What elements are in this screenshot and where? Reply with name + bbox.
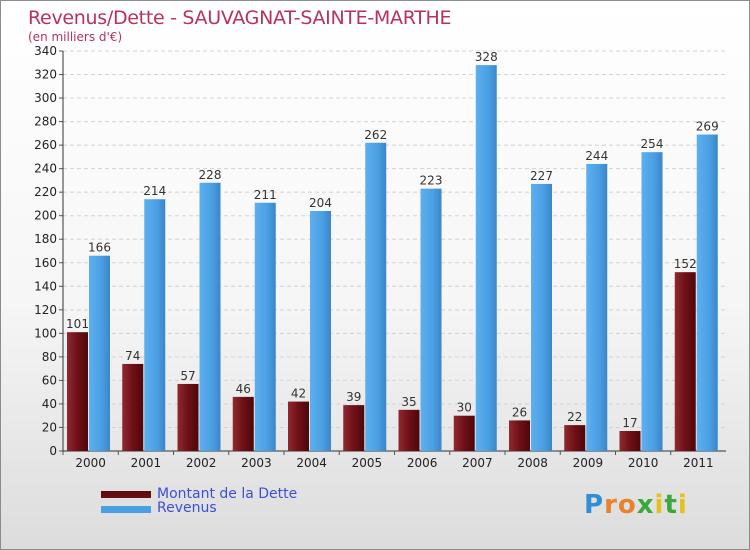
- data-label-debt: 39: [346, 390, 361, 404]
- x-tick-label: 2000: [75, 456, 106, 470]
- y-tick-label: 160: [34, 256, 57, 270]
- bar-revenue: [365, 142, 387, 451]
- bar-revenue: [641, 152, 663, 452]
- y-tick-label: 320: [34, 68, 57, 82]
- y-tick-label: 200: [34, 209, 57, 223]
- data-label-debt: 74: [125, 349, 140, 363]
- y-tick-label: 220: [34, 185, 57, 199]
- data-label-revenue: 262: [364, 128, 387, 142]
- data-label-revenue: 227: [530, 169, 553, 183]
- data-label-debt: 30: [457, 401, 472, 415]
- bar-revenue: [475, 65, 497, 451]
- y-tick-label: 140: [34, 279, 57, 293]
- data-label-debt: 17: [622, 416, 637, 430]
- bar-revenue: [586, 163, 608, 452]
- y-tick-label: 0: [49, 444, 57, 458]
- y-tick-label: 100: [34, 326, 57, 340]
- data-label-revenue: 166: [88, 241, 111, 255]
- y-tick-label: 120: [34, 303, 57, 317]
- data-label-debt: 22: [567, 410, 582, 424]
- bar-revenue: [420, 188, 442, 451]
- bar-revenue: [89, 255, 110, 451]
- x-tick-label: 2008: [517, 456, 548, 470]
- legend-swatch-revenue: [101, 506, 151, 513]
- x-tick-label: 2011: [683, 456, 714, 470]
- y-tick-label: 60: [42, 373, 57, 387]
- x-tick-label: 2001: [131, 456, 162, 470]
- data-label-revenue: 211: [254, 188, 277, 202]
- bar-debt: [177, 383, 199, 451]
- x-tick-label: 2005: [352, 456, 383, 470]
- y-tick-label: 340: [34, 44, 57, 58]
- data-label-debt: 42: [291, 387, 306, 401]
- bar-debt: [232, 396, 254, 451]
- bar-revenue: [254, 202, 276, 451]
- y-tick-label: 260: [34, 138, 57, 152]
- data-label-revenue: 328: [475, 50, 498, 64]
- bar-debt: [453, 415, 475, 451]
- data-label-revenue: 269: [696, 120, 719, 134]
- logo-letter: i: [654, 490, 665, 520]
- y-tick-label: 240: [34, 162, 57, 176]
- data-label-debt: 57: [180, 369, 195, 383]
- y-tick-label: 300: [34, 91, 57, 105]
- bar-revenue: [696, 134, 718, 451]
- y-tick-label: 280: [34, 115, 57, 129]
- proxiti-logo[interactable]: Proxiti: [584, 490, 688, 520]
- bar-debt: [343, 405, 365, 451]
- chart-title: Revenus/Dette - SAUVAGNAT-SAINTE-MARTHE: [28, 7, 452, 29]
- data-label-revenue: 244: [585, 149, 608, 163]
- x-tick-label: 2002: [186, 456, 217, 470]
- bar-debt: [674, 272, 696, 451]
- bar-debt: [509, 420, 530, 451]
- data-label-debt: 46: [236, 382, 251, 396]
- x-tick-label: 2006: [407, 456, 438, 470]
- chart-subtitle: (en milliers d'€): [28, 30, 123, 44]
- data-label-debt: 26: [512, 405, 527, 419]
- y-tick-label: 40: [42, 397, 57, 411]
- bar-debt: [564, 425, 586, 451]
- x-tick-label: 2009: [573, 456, 604, 470]
- logo-letter: i: [677, 490, 688, 520]
- data-label-revenue: 223: [420, 174, 443, 188]
- y-tick-label: 80: [42, 350, 57, 364]
- bar-debt: [67, 332, 88, 451]
- data-label-debt: 152: [674, 257, 697, 271]
- bar-revenue: [144, 199, 166, 451]
- data-label-revenue: 228: [199, 168, 222, 182]
- legend-label-revenue: Revenus: [157, 500, 217, 516]
- bar-debt: [619, 431, 641, 451]
- legend-swatch-debt: [101, 491, 151, 498]
- bar-debt: [122, 363, 144, 451]
- x-tick-label: 2007: [462, 456, 493, 470]
- x-tick-label: 2004: [296, 456, 327, 470]
- logo-letter: o: [617, 490, 637, 520]
- data-label-revenue: 214: [143, 184, 166, 198]
- bar-revenue: [310, 211, 331, 451]
- logo-letter: P: [584, 490, 605, 520]
- data-label-revenue: 254: [641, 137, 664, 151]
- x-tick-label: 2003: [241, 456, 272, 470]
- data-label-debt: 101: [66, 317, 89, 331]
- bar-revenue: [199, 182, 221, 451]
- y-tick-label: 20: [42, 420, 57, 434]
- logo-letter: r: [604, 490, 618, 520]
- bar-debt: [398, 409, 420, 451]
- x-tick-label: 2010: [628, 456, 659, 470]
- data-label-debt: 35: [401, 395, 416, 409]
- logo-letter: x: [636, 490, 655, 520]
- bar-revenue: [531, 183, 552, 452]
- legend-label-debt: Montant de la Dette: [157, 486, 298, 502]
- data-label-revenue: 204: [309, 196, 332, 210]
- bar-debt: [288, 401, 309, 451]
- logo-letter: t: [664, 490, 678, 520]
- y-tick-label: 180: [34, 232, 57, 246]
